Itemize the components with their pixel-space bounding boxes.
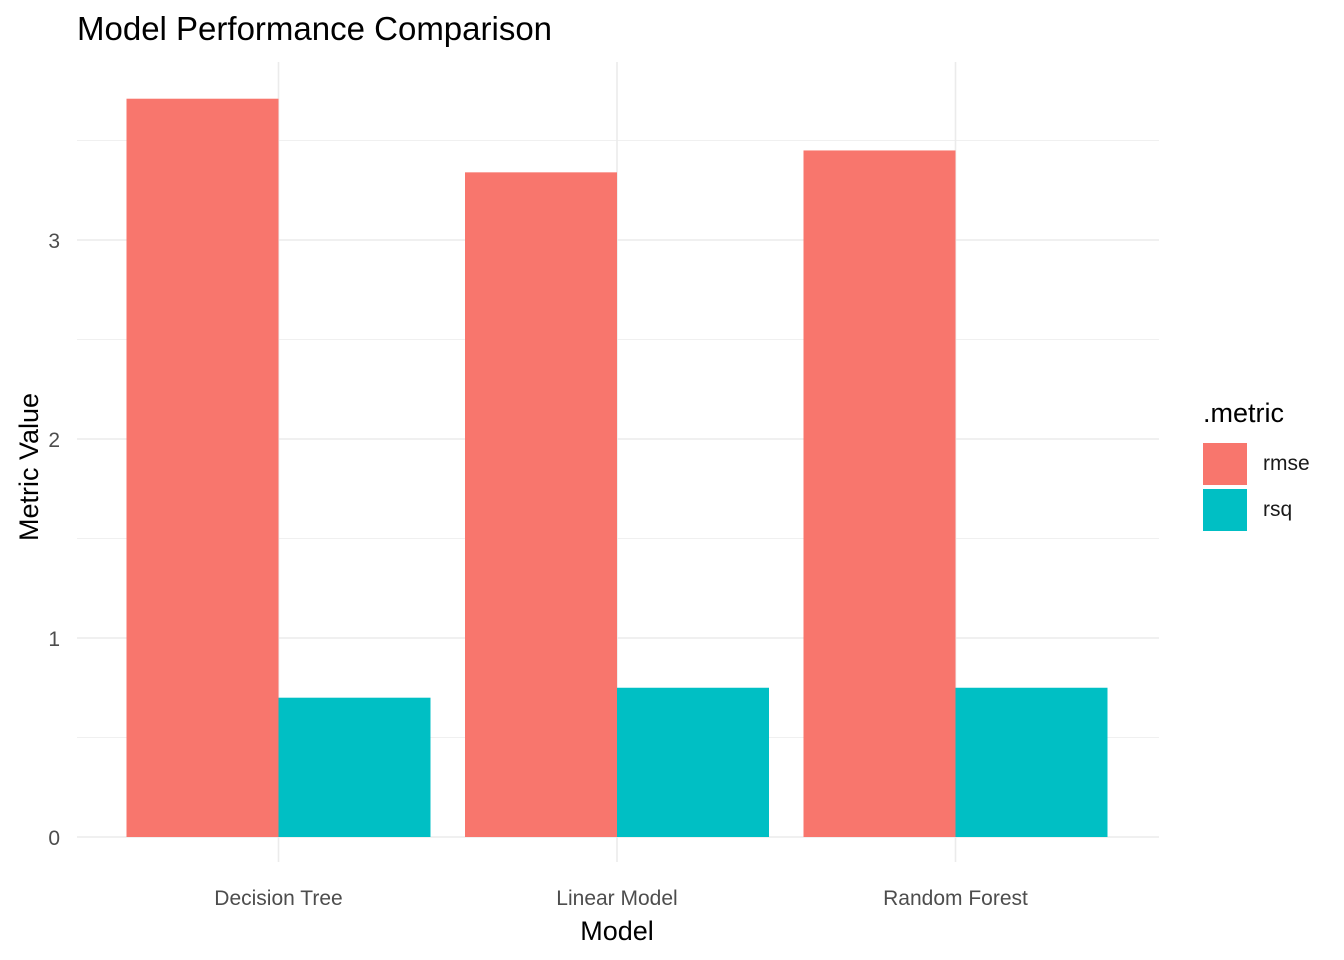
bar-rmse-linear-model: [465, 172, 617, 838]
y-axis-title: Metric Value: [14, 393, 44, 541]
y-tick-labels: 0 1 2 3: [48, 230, 60, 850]
legend-swatch-rmse: [1203, 443, 1247, 485]
bar-rsq-linear-model: [617, 687, 769, 837]
legend-swatch-rsq: [1203, 489, 1247, 531]
bar-rsq-random-forest: [955, 687, 1108, 837]
legend: .metric rmse rsq: [1203, 398, 1310, 533]
bar-rmse-random-forest: [803, 150, 956, 837]
chart-title: Model Performance Comparison: [77, 10, 553, 47]
legend-label-rsq: rsq: [1263, 498, 1293, 521]
legend-label-rmse: rmse: [1263, 452, 1310, 475]
x-axis-title: Model: [580, 916, 654, 946]
bars: [126, 98, 1108, 838]
legend-title: .metric: [1203, 398, 1284, 428]
y-tick-label: 3: [48, 230, 60, 253]
bar-rmse-decision-tree: [126, 98, 279, 837]
legend-item-rmse: rmse: [1203, 441, 1310, 487]
x-tick-label: Random Forest: [883, 887, 1028, 910]
bar-rsq-decision-tree: [278, 697, 431, 837]
y-tick-label: 2: [48, 429, 60, 452]
legend-item-rsq: rsq: [1203, 487, 1310, 533]
x-tick-label: Decision Tree: [214, 887, 342, 910]
x-tick-label: Linear Model: [556, 887, 677, 910]
x-tick-labels: Decision Tree Linear Model Random Forest: [214, 887, 1028, 910]
y-tick-label: 1: [48, 628, 60, 651]
y-tick-label: 0: [48, 827, 60, 850]
